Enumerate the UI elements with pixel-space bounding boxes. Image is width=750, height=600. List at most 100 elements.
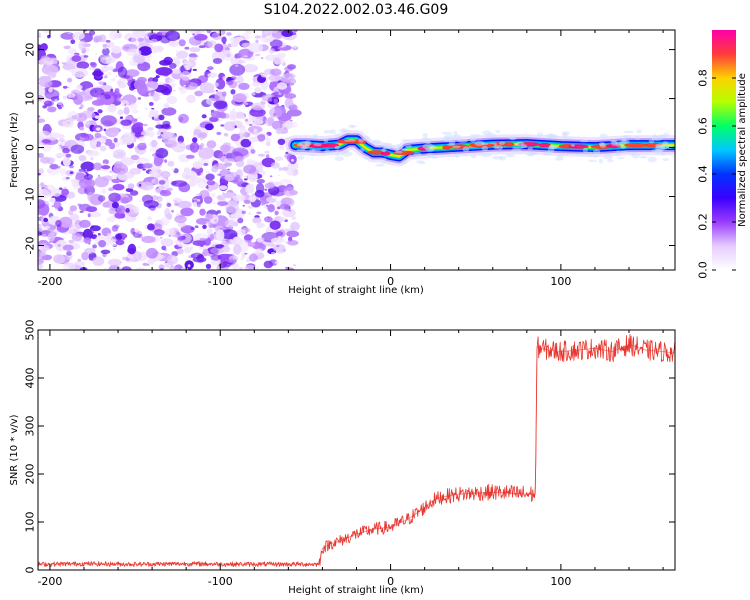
noise-blob	[156, 206, 160, 209]
signal-halo	[495, 129, 501, 133]
noise-blob	[229, 63, 246, 76]
noise-blob	[215, 90, 218, 92]
noise-blob	[285, 77, 297, 85]
signal-halo	[497, 145, 503, 151]
noise-blob	[38, 173, 41, 176]
signal-halo	[662, 158, 670, 162]
noise-blob	[181, 170, 197, 181]
noise-blob	[256, 211, 262, 215]
noise-blob	[38, 35, 41, 38]
noise-blob	[92, 244, 97, 249]
noise-blob	[278, 167, 283, 171]
signal-halo	[667, 144, 673, 150]
noise-blob	[90, 231, 95, 234]
signal-halo	[469, 136, 479, 141]
signal-halo	[629, 151, 637, 156]
noise-blob	[88, 257, 93, 261]
noise-blob	[249, 253, 258, 262]
noise-blob	[177, 200, 192, 209]
noise-blob	[106, 72, 112, 76]
signal-halo	[426, 152, 434, 158]
noise-blob	[192, 68, 197, 71]
noise-blob	[97, 109, 103, 114]
noise-blob	[94, 176, 109, 188]
noise-blob	[41, 139, 52, 144]
signal-hotspot	[323, 143, 340, 148]
noise-blob	[215, 78, 226, 90]
signal-halo	[313, 143, 322, 147]
noise-blob	[268, 242, 275, 248]
noise-blob	[78, 168, 84, 172]
noise-blob	[84, 247, 96, 255]
noise-blob	[204, 196, 213, 204]
noise-blob	[146, 247, 158, 259]
signal-halo	[634, 136, 641, 140]
signal-halo	[323, 130, 331, 134]
noise-blob	[171, 68, 181, 74]
noise-blob	[107, 258, 122, 266]
noise-blob	[180, 70, 191, 81]
noise-blob	[171, 141, 187, 153]
noise-blob	[142, 168, 146, 171]
noise-blob	[48, 241, 51, 244]
noise-blob	[252, 217, 262, 224]
noise-blob	[212, 257, 216, 259]
noise-blob	[251, 102, 266, 111]
noise-blob	[214, 219, 218, 222]
noise-blob	[166, 95, 178, 105]
noise-blob	[213, 82, 219, 88]
noise-blob	[270, 68, 282, 76]
noise-blob	[54, 99, 58, 102]
signal-halo	[381, 147, 387, 153]
noise-blob	[58, 187, 63, 190]
spectrogram-y-label: Frequency (Hz)	[9, 112, 20, 188]
noise-blob	[220, 124, 225, 127]
noise-blob	[193, 201, 198, 208]
colorbar-tick-label: 0.2	[697, 213, 710, 231]
noise-blob	[38, 80, 41, 83]
noise-blob	[96, 94, 106, 105]
noise-blob	[78, 178, 96, 189]
noise-blob	[283, 210, 291, 217]
noise-blob	[38, 85, 45, 97]
noise-blob	[93, 162, 102, 171]
noise-blob	[166, 202, 172, 207]
noise-blob	[268, 74, 282, 82]
signal-hotspot	[442, 145, 452, 150]
noise-blob	[80, 161, 95, 172]
noise-blob	[138, 183, 142, 187]
noise-blob	[255, 248, 263, 254]
noise-blob	[203, 162, 209, 166]
noise-blob	[206, 180, 216, 186]
noise-blob	[151, 116, 155, 120]
noise-blob	[232, 147, 249, 157]
noise-blob	[190, 253, 195, 258]
signal-halo	[579, 139, 589, 143]
noise-blob	[271, 251, 276, 256]
noise-blob	[168, 78, 175, 83]
signal-halo	[512, 146, 524, 150]
signal-halo	[662, 141, 669, 145]
noise-blob	[243, 234, 254, 241]
noise-blob	[127, 243, 137, 255]
noise-blob	[174, 240, 178, 243]
noise-blob	[206, 170, 210, 174]
colorbar-tick-label: 0.0	[697, 261, 710, 279]
noise-blob	[160, 124, 170, 129]
noise-blob	[148, 170, 159, 177]
noise-blob	[44, 89, 60, 100]
noise-blob	[286, 126, 291, 130]
signal-halo	[422, 132, 429, 139]
noise-blob	[206, 140, 217, 149]
spectrogram-x-tick-label: -100	[208, 275, 233, 288]
noise-blob	[53, 200, 62, 209]
signal-halo	[330, 151, 335, 154]
noise-blob	[161, 107, 177, 116]
noise-blob	[271, 120, 283, 130]
noise-blob	[254, 189, 265, 198]
signal-halo	[429, 145, 437, 149]
noise-blob	[270, 81, 274, 84]
noise-blob	[275, 103, 280, 107]
noise-blob	[97, 195, 106, 202]
noise-blob	[232, 113, 236, 117]
